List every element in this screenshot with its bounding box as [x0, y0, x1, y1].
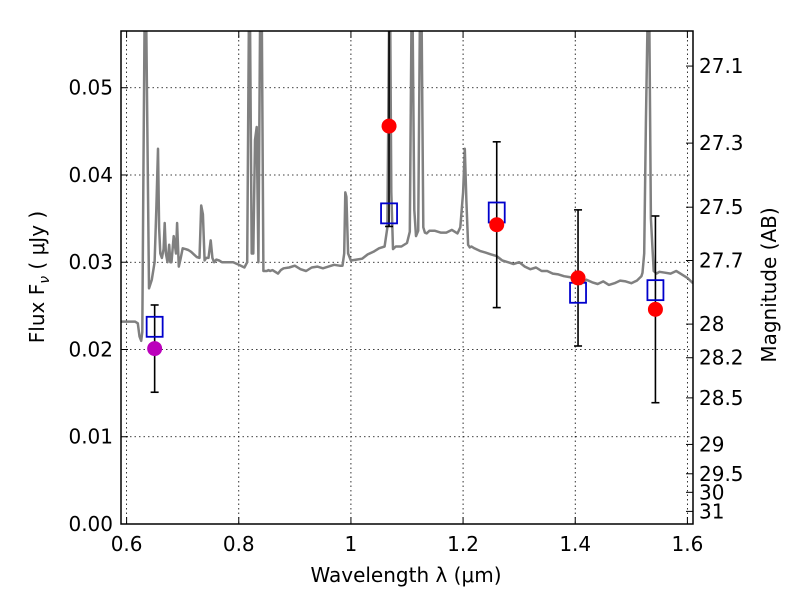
y2-tick-label: 27.1	[699, 54, 744, 78]
y2-tick-label: 29	[699, 432, 724, 456]
x-tick-label: 0.8	[223, 532, 255, 556]
markers-layer	[145, 31, 665, 404]
x-tick-label: 1	[345, 532, 358, 556]
x-tick-label: 1.4	[559, 532, 591, 556]
axis-ticks: 0.6 0.8 1 1.2 1.4 1.6 0.00 0.01 0.02 0.03 0.04 0.05…	[68, 31, 744, 556]
model-point	[380, 202, 398, 225]
y-tick-label: 0.00	[68, 512, 113, 536]
y-axis-label-subscript: ν	[37, 276, 53, 284]
observed-point	[381, 118, 397, 134]
y2-axis-label: Magnitude (AB)	[757, 207, 781, 362]
x-tick-label: 1.6	[671, 532, 703, 556]
observed-point	[147, 341, 163, 357]
y-tick-label: 0.04	[68, 163, 113, 187]
y-axis-label: Flux Fν ( μJy )	[25, 211, 53, 343]
x-axis-label: Wavelength λ (μm)	[310, 563, 501, 587]
model-point	[145, 315, 164, 338]
y2-tick-label: 28	[699, 312, 724, 336]
x-tick-label: 0.6	[111, 532, 143, 556]
y-tick-label: 0.01	[68, 425, 113, 449]
observed-point	[570, 270, 586, 286]
y2-tick-label: 28.2	[699, 346, 744, 370]
y2-tick-label: 31	[699, 499, 724, 523]
y-tick-label: 0.05	[68, 76, 113, 100]
y-axis-label-unit: ( μJy )	[25, 211, 49, 276]
y-axis-label-main: Flux F	[25, 284, 49, 343]
plot-frame	[120, 30, 694, 525]
y2-tick-label: 27.5	[699, 195, 744, 219]
model-point	[646, 279, 665, 302]
y2-tick-label: 28.5	[699, 386, 744, 410]
x-tick-label: 1.2	[447, 532, 479, 556]
y-tick-label: 0.02	[68, 337, 113, 361]
y2-tick-label: 29.5	[699, 462, 744, 486]
y2-tick-label: 30	[699, 480, 724, 504]
y2-tick-label: 27.3	[699, 131, 744, 155]
observed-point	[489, 217, 505, 233]
y2-tick-label: 27.7	[699, 248, 744, 272]
y-tick-label: 0.03	[68, 250, 113, 274]
observed-point	[647, 301, 663, 317]
